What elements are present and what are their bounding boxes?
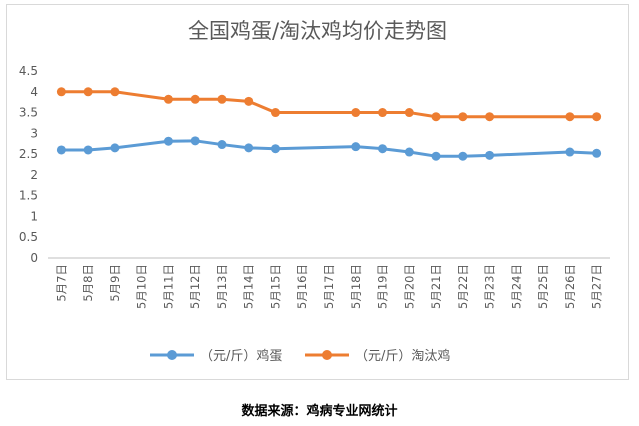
x-tick-label: 5月25日 [536, 264, 550, 309]
x-axis-ticks: 5月7日 5月8日 5月9日 5月10日 5月11日 5月12日 5月13日 5月14日 5月1… [54, 264, 603, 309]
x-tick-label: 5月7日 [54, 264, 68, 302]
x-tick-label: 5月20日 [402, 264, 416, 309]
chart-title: 全国鸡蛋/淘汰鸡均价走势图 [187, 19, 448, 43]
data-point [163, 136, 173, 146]
x-tick-label: 5月9日 [108, 264, 122, 302]
y-tick-label: 3.5 [19, 106, 38, 120]
x-tick-label: 5月11日 [161, 264, 175, 309]
x-tick-label: 5月14日 [242, 264, 256, 309]
data-point [404, 108, 414, 118]
y-tick-label: 3 [30, 126, 38, 140]
x-tick-label: 5月17日 [322, 264, 336, 309]
data-point [565, 112, 575, 122]
data-point [217, 140, 227, 150]
data-point [270, 108, 280, 118]
y-tick-label: 2.5 [19, 147, 38, 161]
y-tick-label: 0 [30, 251, 38, 265]
chart-frame: 全国鸡蛋/淘汰鸡均价走势图 [6, 4, 629, 380]
data-point [56, 145, 66, 155]
x-tick-label: 5月13日 [215, 264, 229, 309]
data-point [217, 94, 227, 104]
series-line [61, 90, 597, 119]
data-point [565, 147, 575, 157]
y-tick-label: 0.5 [19, 230, 38, 244]
data-point [458, 151, 468, 161]
legend-marker [167, 350, 177, 360]
x-tick-label: 5月22日 [456, 264, 470, 309]
legend-label: （元/斤）鸡蛋 [200, 348, 282, 364]
data-point [83, 87, 93, 97]
x-tick-label: 5月12日 [188, 264, 202, 309]
data-point [431, 112, 441, 122]
data-point [190, 136, 200, 146]
data-point [431, 151, 441, 161]
data-point [485, 150, 495, 160]
legend-marker [322, 350, 332, 360]
x-tick-label: 5月8日 [81, 264, 95, 302]
data-point [378, 144, 388, 154]
x-tick-label: 5月24日 [509, 264, 523, 309]
data-point [351, 108, 361, 118]
x-tick-label: 5月21日 [429, 264, 443, 309]
y-tick-label: 1.5 [19, 189, 38, 203]
x-tick-label: 5月19日 [376, 264, 390, 309]
data-point [404, 147, 414, 157]
data-point [458, 112, 468, 122]
data-point [56, 87, 66, 97]
data-point [592, 112, 602, 122]
y-tick-label: 4.5 [19, 64, 38, 78]
legend: （元/斤）鸡蛋 （元/斤）淘汰鸡 [150, 348, 450, 364]
data-point [592, 148, 602, 158]
series-line [61, 139, 597, 158]
data-point [244, 96, 254, 106]
y-tick-label: 1 [30, 209, 38, 223]
x-tick-label: 5月18日 [349, 264, 363, 309]
x-tick-label: 5月23日 [483, 264, 497, 309]
y-tick-label: 4 [30, 85, 38, 99]
y-axis-ticks: 0 0.5 1 1.5 2 2.5 3 3.5 4 4.5 [19, 64, 38, 265]
data-point [190, 94, 200, 104]
x-tick-label: 5月26日 [563, 264, 577, 309]
data-point [110, 87, 120, 97]
x-tick-label: 5月15日 [268, 264, 282, 309]
legend-label: （元/斤）淘汰鸡 [355, 348, 450, 364]
data-point [270, 144, 280, 154]
data-point [378, 108, 388, 118]
x-tick-label: 5月10日 [135, 264, 149, 309]
series-layer [56, 87, 602, 161]
y-tick-label: 2 [30, 168, 38, 182]
x-tick-label: 5月16日 [295, 264, 309, 309]
data-point [163, 94, 173, 104]
source-note: 数据来源：鸡病专业网统计 [241, 404, 398, 419]
data-point [351, 142, 361, 152]
data-point [244, 143, 254, 153]
data-point [83, 145, 93, 155]
data-point [485, 112, 495, 122]
data-point [110, 143, 120, 153]
x-tick-label: 5月27日 [590, 264, 604, 309]
